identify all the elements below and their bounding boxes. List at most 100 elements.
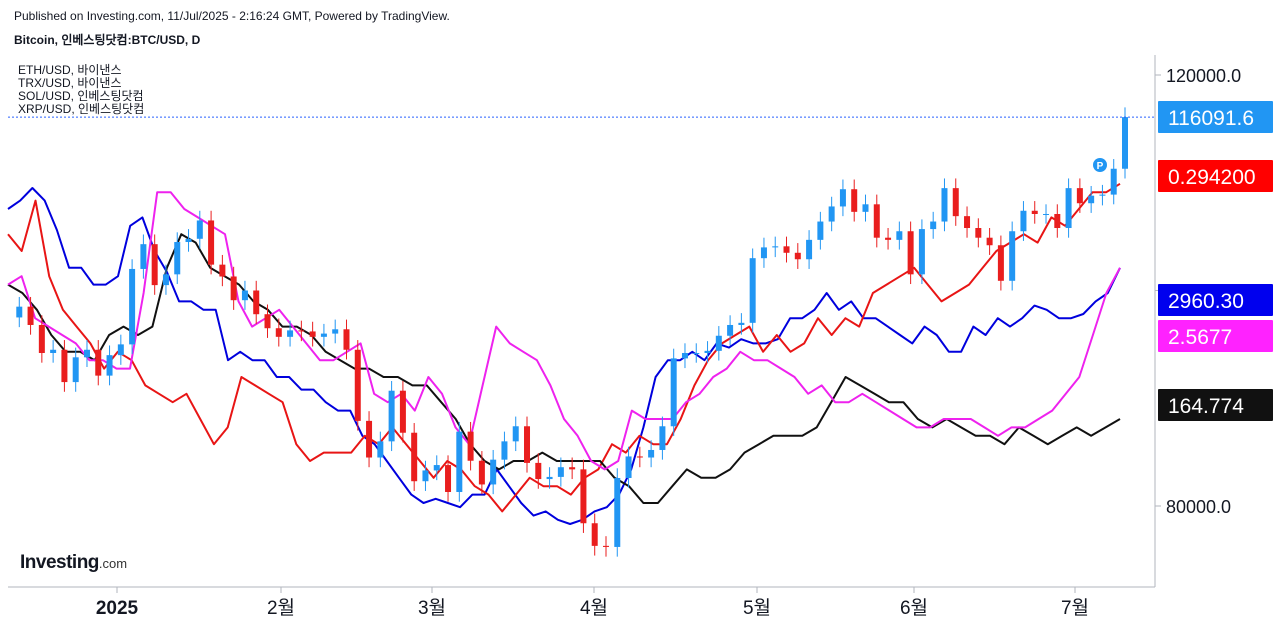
investing-logo: Investing.com bbox=[20, 552, 127, 574]
x-tick-label: 7월 bbox=[1061, 597, 1089, 619]
event-marker-icon bbox=[1093, 158, 1107, 172]
btc-candle-body bbox=[501, 441, 508, 460]
price-label-box bbox=[1158, 320, 1273, 352]
btc-candle-body bbox=[557, 467, 564, 477]
btc-candle-body bbox=[873, 204, 880, 238]
btc-candle-body bbox=[941, 188, 948, 222]
price-label-text: 0.294200 bbox=[1168, 166, 1256, 189]
legend-item-trx: TRX/USD, 바이낸스 bbox=[18, 76, 122, 90]
btc-candle-body bbox=[670, 358, 677, 427]
btc-candle-body bbox=[839, 189, 846, 207]
btc-candle-body bbox=[129, 268, 136, 345]
btc-candle-body bbox=[106, 355, 113, 376]
btc-candle-body bbox=[1088, 195, 1095, 204]
btc-candle-body bbox=[693, 352, 700, 354]
btc-candle-body bbox=[456, 431, 463, 492]
logo-suffix: .com bbox=[98, 556, 128, 571]
logo-name: Investing bbox=[20, 552, 99, 573]
btc-candle-body bbox=[783, 246, 790, 253]
btc-candle-body bbox=[1110, 168, 1117, 195]
btc-candle-body bbox=[490, 459, 497, 485]
btc-candle-body bbox=[411, 432, 418, 482]
btc-candle-body bbox=[320, 333, 327, 337]
x-tick-label: 6월 bbox=[900, 597, 928, 619]
btc-candle-body bbox=[354, 349, 361, 421]
btc-candle-body bbox=[964, 216, 971, 229]
btc-candle-body bbox=[275, 328, 282, 337]
btc-candle-body bbox=[817, 221, 824, 240]
x-tick-label: 5월 bbox=[743, 597, 771, 619]
btc-candle-body bbox=[151, 244, 158, 286]
btc-candle-body bbox=[1099, 194, 1106, 196]
btc-candle-body bbox=[760, 247, 767, 259]
btc-candle-body bbox=[535, 462, 542, 480]
btc-candle-body bbox=[27, 306, 34, 325]
btc-candle-body bbox=[38, 324, 45, 353]
y-tick-label: 120000.0 bbox=[1166, 66, 1241, 86]
series-line-sol bbox=[7, 233, 1121, 504]
btc-candle-body bbox=[174, 242, 181, 275]
price-label-text: 2960.30 bbox=[1168, 290, 1244, 313]
btc-candle-body bbox=[366, 420, 373, 458]
btc-candle-body bbox=[117, 344, 124, 356]
btc-candle-body bbox=[602, 545, 609, 547]
btc-candle-body bbox=[625, 456, 632, 478]
btc-candle-body bbox=[546, 476, 553, 480]
btc-candle-body bbox=[399, 390, 406, 433]
btc-candle-body bbox=[388, 390, 395, 442]
btc-candle-body bbox=[83, 349, 90, 358]
btc-candle-body bbox=[930, 221, 937, 230]
btc-candle-body bbox=[828, 206, 835, 222]
btc-candle-body bbox=[1031, 210, 1038, 214]
btc-candle-body bbox=[298, 330, 305, 332]
btc-candle-body bbox=[952, 188, 959, 217]
btc-candle-body bbox=[738, 322, 745, 325]
x-tick-label: 2025 bbox=[96, 598, 139, 619]
price-label-text: 116091.6 bbox=[1168, 107, 1254, 130]
btc-candle-body bbox=[1054, 213, 1061, 229]
btc-candle-body bbox=[614, 477, 621, 547]
btc-candle-body bbox=[862, 204, 869, 212]
legend-item-sol: SOL/USD, 인베스팅닷컴 bbox=[18, 89, 144, 103]
btc-candle-body bbox=[524, 426, 531, 463]
btc-candle-body bbox=[61, 349, 68, 383]
btc-candle-body bbox=[1009, 231, 1016, 281]
price-label-box bbox=[1158, 101, 1273, 133]
series-line-eth bbox=[7, 187, 1121, 525]
btc-candle-body bbox=[1076, 188, 1083, 204]
btc-candle-body bbox=[727, 324, 734, 336]
btc-candle-body bbox=[918, 229, 925, 275]
btc-candle-body bbox=[885, 237, 892, 240]
btc-candle-body bbox=[648, 449, 655, 458]
btc-candle-body bbox=[16, 306, 23, 318]
btc-candle-body bbox=[467, 431, 474, 461]
btc-candle-body bbox=[681, 352, 688, 359]
btc-candle-body bbox=[343, 329, 350, 350]
btc-candle-body bbox=[715, 335, 722, 351]
btc-candle-body bbox=[659, 426, 666, 450]
series-legend: ETH/USD, 바이낸스 TRX/USD, 바이낸스 SOL/USD, 인베스… bbox=[18, 64, 144, 116]
y-tick-label: 80000.0 bbox=[1166, 497, 1231, 517]
btc-candle-body bbox=[162, 274, 169, 286]
price-label-text: 2.5677 bbox=[1168, 326, 1232, 349]
btc-candle-body bbox=[636, 456, 643, 458]
btc-candle-body bbox=[287, 330, 294, 337]
btc-candle-body bbox=[264, 314, 271, 329]
series-line-trx bbox=[7, 182, 1121, 513]
btc-candle-body bbox=[997, 245, 1004, 281]
btc-candle-body bbox=[907, 231, 914, 275]
btc-candle-body bbox=[806, 239, 813, 260]
btc-candle-body bbox=[219, 264, 226, 277]
event-marker-label: P bbox=[1097, 161, 1104, 172]
btc-candle-body bbox=[986, 237, 993, 246]
x-tick-label: 3월 bbox=[418, 597, 446, 619]
btc-candle-body bbox=[580, 469, 587, 524]
btc-candle-body bbox=[569, 467, 576, 470]
btc-candle-body bbox=[208, 220, 215, 265]
btc-candle-body bbox=[140, 244, 147, 269]
btc-candle-body bbox=[72, 357, 79, 383]
btc-candle-body bbox=[309, 331, 316, 337]
btc-candle-body bbox=[851, 189, 858, 212]
chart-title: Bitcoin, 인베스팅닷컴:BTC/USD, D bbox=[14, 33, 201, 47]
